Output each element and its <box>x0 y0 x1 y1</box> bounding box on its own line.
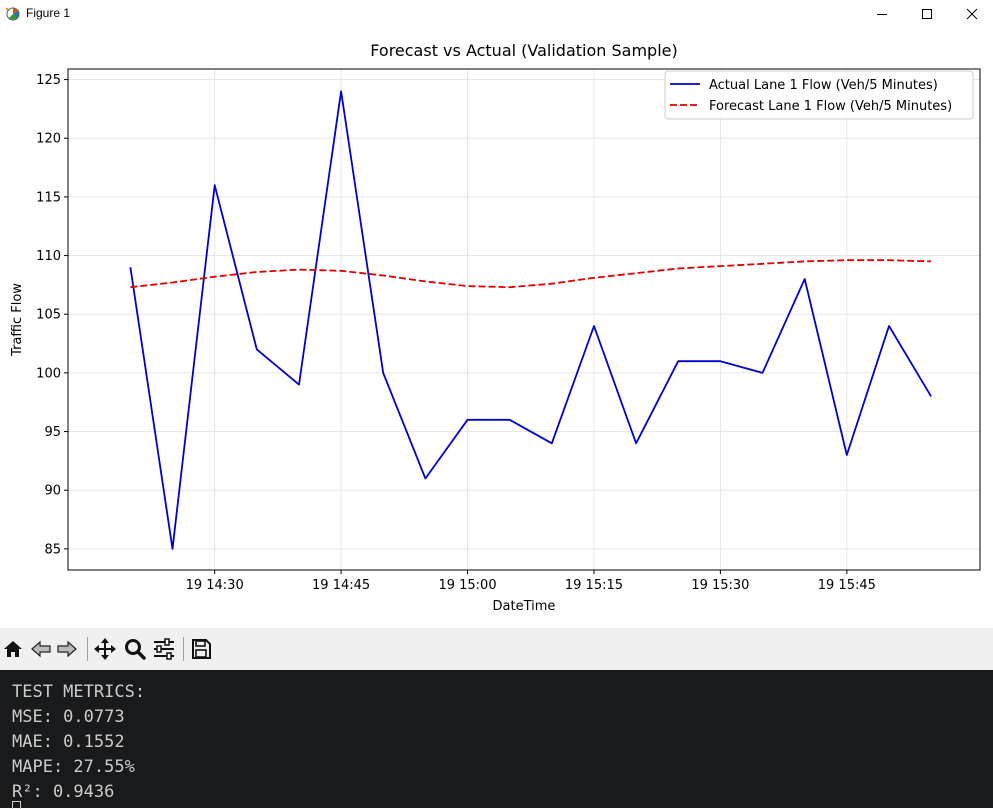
y-tick-label: 125 <box>36 73 61 88</box>
y-tick-label: 95 <box>44 425 61 440</box>
y-tick-label: 90 <box>44 484 61 499</box>
y-axis-label: Traffic Flow <box>10 283 25 357</box>
pan-icon <box>94 638 116 660</box>
x-tick-label: 19 15:45 <box>818 578 876 593</box>
maximize-icon <box>922 9 932 19</box>
x-tick-label: 19 14:30 <box>186 578 244 593</box>
toolbar-separator <box>183 637 184 661</box>
forward-icon <box>57 640 77 658</box>
y-tick-label: 110 <box>36 249 61 264</box>
window-title: Figure 1 <box>26 6 71 20</box>
chart-legend: Actual Lane 1 Flow (Veh/5 Minutes) Foreca… <box>664 70 974 120</box>
matplotlib-figure-icon <box>5 7 20 21</box>
legend-forecast-label: Forecast Lane 1 Flow (Veh/5 Minutes) <box>709 99 952 114</box>
x-tick-label: 19 15:30 <box>691 578 749 593</box>
navigation-toolbar <box>0 628 993 670</box>
legend-box <box>664 70 974 120</box>
y-tick-label: 105 <box>36 308 61 323</box>
window-titlebar: Figure 1 <box>0 0 993 28</box>
zoom-button[interactable] <box>122 636 148 662</box>
x-tick-label: 19 14:45 <box>312 578 370 593</box>
plot-frame <box>67 68 981 571</box>
y-tick-label: 120 <box>36 132 61 147</box>
minimize-button[interactable] <box>859 0 905 28</box>
save-button[interactable] <box>188 636 214 662</box>
toolbar-separator <box>87 637 88 661</box>
pan-button[interactable] <box>92 636 118 662</box>
y-tick-label: 100 <box>36 366 61 381</box>
y-tick-label: 85 <box>44 542 61 557</box>
metric-mse: MSE: 0.0773 <box>12 707 125 727</box>
terminal-output: TEST METRICS: MSE: 0.0773 MAE: 0.1552 MA… <box>0 670 993 809</box>
y-tick-label: 115 <box>36 190 61 205</box>
metrics-heading: TEST METRICS: <box>12 682 146 702</box>
legend-actual-label: Actual Lane 1 Flow (Veh/5 Minutes) <box>709 78 938 93</box>
maximize-button[interactable] <box>904 0 950 28</box>
save-icon <box>192 639 211 659</box>
figure-canvas[interactable]: 19 14:30 19 14:45 19 15:00 19 15:15 19 15:30… <box>0 28 993 628</box>
x-tick-label: 19 15:15 <box>565 578 623 593</box>
actual-series-line <box>129 90 932 550</box>
x-tick-label: 19 15:00 <box>438 578 496 593</box>
line-chart: 19 14:30 19 14:45 19 15:00 19 15:15 19 15:30… <box>10 41 981 614</box>
forward-button[interactable] <box>54 636 80 662</box>
forecast-series-line <box>130 259 932 289</box>
metric-mae: MAE: 0.1552 <box>12 732 125 752</box>
home-icon <box>4 641 22 657</box>
metric-mape: MAPE: 27.55% <box>12 757 135 777</box>
home-button[interactable] <box>0 636 26 662</box>
x-axis-label: DateTime <box>493 599 556 614</box>
chart-title: Forecast vs Actual (Validation Sample) <box>370 41 677 60</box>
zoom-icon <box>125 639 146 660</box>
back-icon <box>31 640 51 658</box>
close-icon <box>966 8 978 20</box>
terminal-cursor <box>12 801 21 809</box>
metric-r2: R²: 0.9436 <box>12 782 115 802</box>
configure-subplots-icon <box>154 638 174 660</box>
close-button[interactable] <box>949 0 993 28</box>
configure-subplots-button[interactable] <box>151 636 177 662</box>
minimize-icon <box>877 14 887 15</box>
back-button[interactable] <box>28 636 54 662</box>
